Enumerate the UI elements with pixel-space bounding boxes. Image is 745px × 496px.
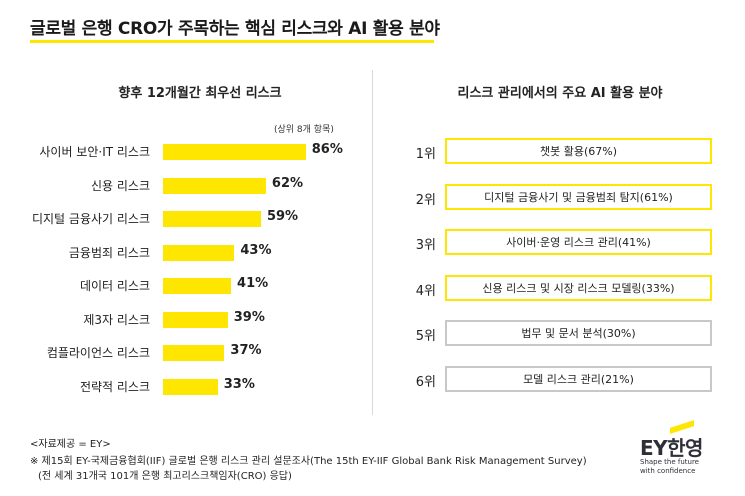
footnote-survey: ※ 제15회 EY-국제금융협회(IIF) 글로벌 은행 리스크 관리 설문조사…: [30, 456, 587, 467]
rank-label: 4위: [415, 283, 436, 299]
bar-category-label: 금융범죄 리스크: [68, 245, 150, 260]
bar-category-label: 디지털 금융사기 리스크: [31, 212, 150, 226]
bar-value-label: 37%: [230, 343, 262, 358]
rank-label: 5위: [415, 329, 436, 344]
ai-usage-item: 모델 리스크 관리(21%): [445, 365, 712, 392]
bar-value-label: 86%: [311, 142, 343, 157]
bar-value-label: 59%: [266, 209, 299, 224]
bar: [163, 378, 218, 395]
chart-note: (상위 8개 항목): [274, 125, 334, 135]
bar-category-label: 신용 리스크: [90, 178, 150, 193]
bar-category-label: 사이버 보안·IT 리스크: [39, 145, 150, 159]
bar-value-label: 62%: [271, 175, 304, 191]
left-chart-heading: 향후 12개월간 최우선 리스크: [118, 86, 282, 101]
title-underline: [30, 40, 434, 43]
ey-logo-tagline-2: with confidence: [640, 467, 696, 475]
bar-value-label: 41%: [237, 276, 269, 291]
ey-logo: EY한영 Shape the future with confidence: [640, 420, 730, 480]
bar-value-label: 39%: [233, 309, 265, 325]
footnote-respondents: (전 세계 31개국 101개 은행 최고리스크책임자(CRO) 응답): [38, 471, 292, 482]
ey-logo-tagline: Shape the future with confidence: [640, 458, 699, 476]
ey-logo-tagline-1: Shape the future: [640, 458, 699, 466]
page-title: 글로벌 은행 CRO가 주목하는 핵심 리스크와 AI 활용 분야: [30, 19, 440, 39]
panel-divider: [372, 70, 373, 415]
bar: [163, 278, 232, 294]
bar-value-label: 43%: [240, 242, 272, 258]
bar-category-label: 컴플라이언스 리스크: [46, 346, 150, 360]
bar-category-label: 제3자 리스크: [83, 312, 150, 327]
bar-category-label: 전략적 리스크: [79, 379, 150, 394]
ai-usage-item: 챗봇 활용(67%): [445, 138, 712, 164]
ai-usage-item: 신용 리스크 및 시장 리스크 모델링(33%): [445, 274, 712, 301]
ey-logo-text: EY한영: [640, 436, 703, 460]
bar: [163, 177, 266, 194]
bar: [163, 345, 225, 361]
bar: [163, 311, 228, 328]
ai-usage-item: 법무 및 문서 분석(30%): [445, 320, 712, 346]
bar-value-label: 33%: [223, 376, 255, 392]
rank-label: 1위: [415, 147, 436, 162]
rank-label: 3위: [415, 238, 436, 253]
right-panel-heading: 리스크 관리에서의 주요 AI 활용 분야: [457, 86, 663, 101]
rank-label: 2위: [415, 192, 436, 208]
bar: [163, 211, 261, 227]
bar-category-label: 데이터 리스크: [79, 279, 150, 293]
ai-usage-item: 사이버·운영 리스크 관리(41%): [445, 229, 712, 255]
source-text: <자료제공 = EY>: [30, 439, 111, 450]
ai-usage-item: 디지털 금융사기 및 금융범죄 탐지(61%): [445, 183, 712, 210]
rank-label: 6위: [415, 374, 436, 390]
bar: [163, 244, 235, 261]
bar: [163, 144, 306, 160]
